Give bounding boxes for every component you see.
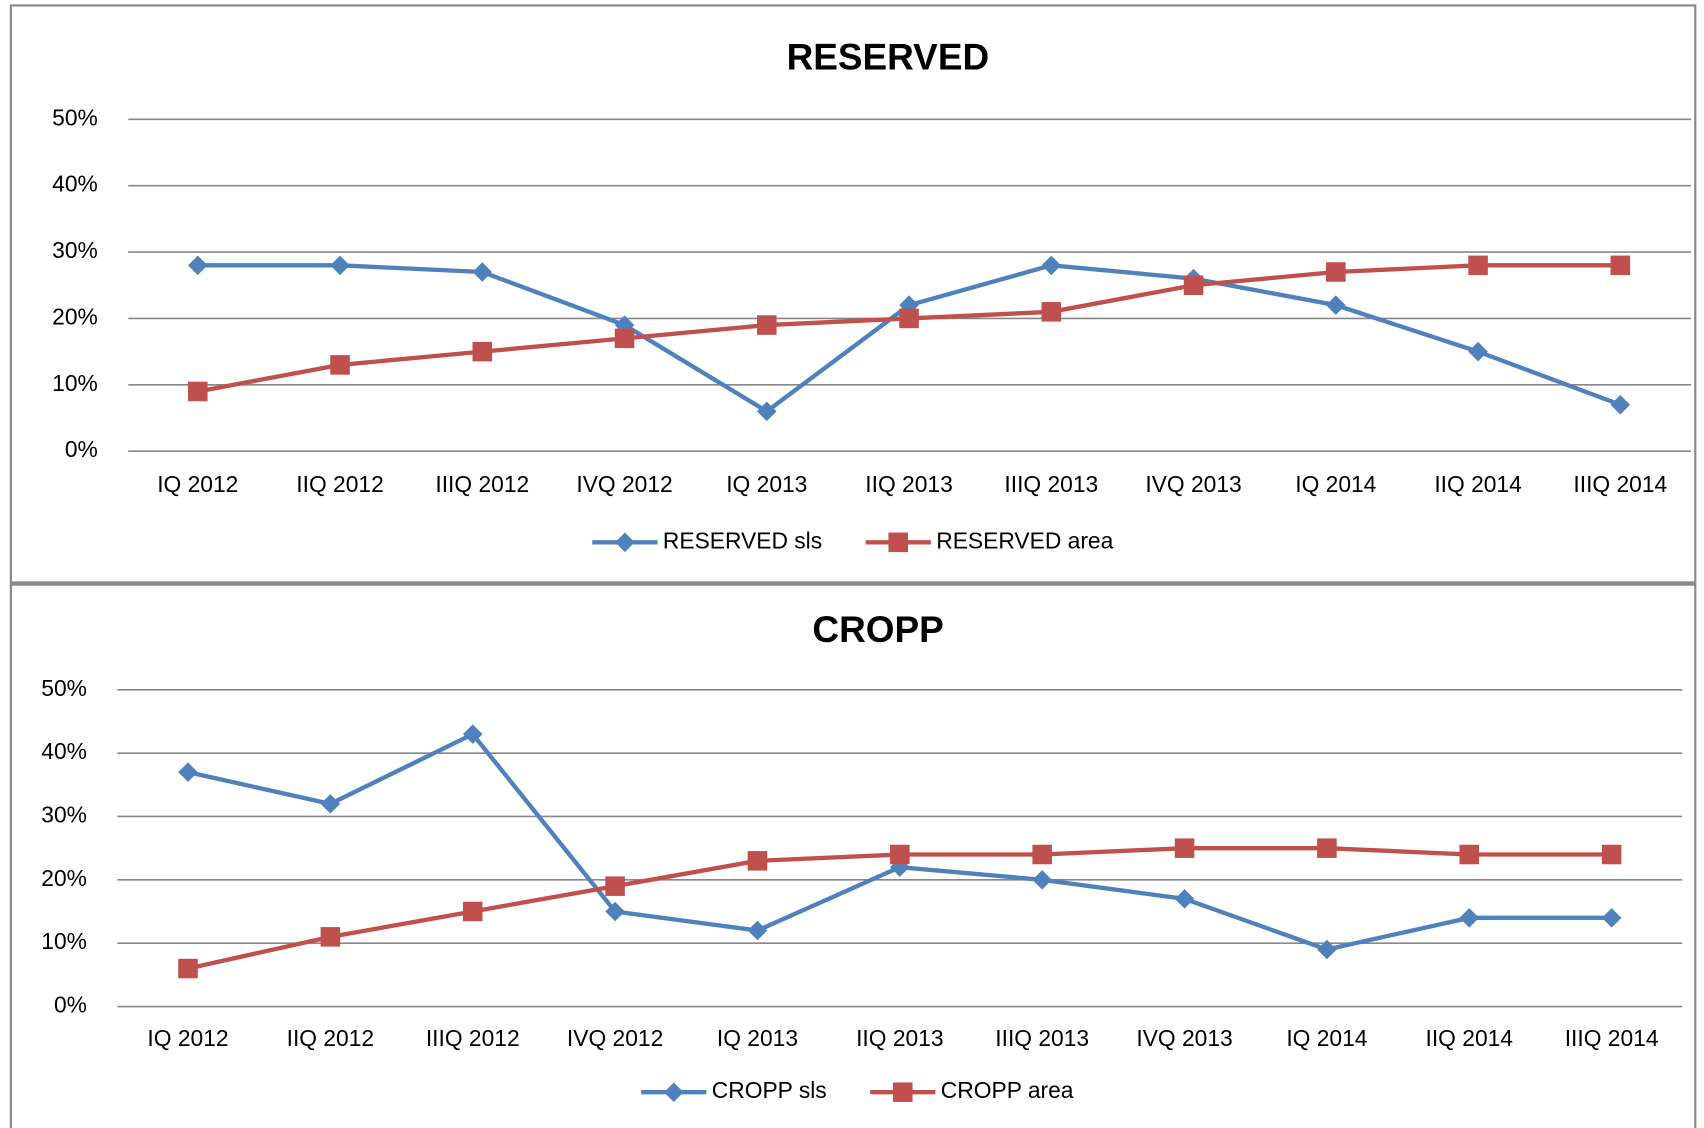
x-tick-label: IIIQ 2013 [1004,471,1098,497]
x-tick-label: IIQ 2012 [287,1025,374,1051]
marker [1468,341,1488,362]
marker [899,308,919,329]
marker [1174,838,1195,858]
legend-label: CROPP sls [712,1077,827,1103]
marker [472,262,493,282]
legend-marker [888,532,909,553]
y-tick-label: 30% [52,237,98,263]
legend-label: RESERVED area [936,527,1113,553]
marker [747,920,768,941]
y-tick-label: 10% [52,370,98,396]
legend-marker [892,1082,913,1102]
marker [1317,838,1337,858]
x-tick-label: IIQ 2013 [856,1025,943,1051]
y-tick-label: 10% [41,928,87,954]
marker [472,341,493,362]
x-tick-label: IQ 2014 [1286,1025,1367,1051]
y-tick-label: 30% [41,802,87,828]
x-tick-label: IQ 2012 [157,471,238,497]
x-tick-label: IIIQ 2012 [426,1025,520,1051]
x-tick-label: IIQ 2013 [865,471,952,497]
marker [330,355,350,375]
x-tick-label: IQ 2014 [1295,471,1376,497]
y-tick-label: 0% [65,436,98,462]
marker [1041,302,1062,322]
marker [1459,908,1480,928]
marker [1601,908,1622,928]
x-tick-label: IIQ 2014 [1434,471,1521,497]
marker [605,876,625,896]
legend-label: RESERVED sls [663,527,822,553]
y-tick-label: 40% [41,738,87,764]
marker [178,958,198,979]
x-tick-label: IIIQ 2013 [995,1025,1089,1051]
marker [1459,844,1480,865]
marker [890,844,910,865]
marker [330,255,350,276]
chart-frame [9,4,1697,584]
marker [188,381,208,402]
x-tick-label: IIIQ 2014 [1565,1025,1659,1051]
y-tick-label: 20% [52,303,98,329]
chart-title: CROPP [812,609,943,650]
x-tick-label: IVQ 2013 [1136,1025,1232,1051]
marker [462,901,483,922]
x-tick-label: IVQ 2012 [576,471,672,497]
marker [614,328,635,349]
marker [1601,844,1622,865]
marker [1610,394,1631,415]
marker [178,762,198,782]
x-tick-label: IIQ 2012 [296,471,383,497]
x-tick-label: IIIQ 2014 [1573,471,1667,497]
marker [1183,275,1204,296]
marker [757,401,777,422]
chart-title: RESERVED [787,36,990,77]
marker [747,851,768,871]
marker [320,927,341,947]
x-tick-label: IVQ 2013 [1145,471,1241,497]
y-tick-label: 50% [52,104,98,130]
marker [1174,889,1195,909]
x-tick-label: IIQ 2014 [1426,1025,1513,1051]
marker [1468,255,1488,276]
marker [1032,844,1052,865]
marker [188,255,208,276]
x-tick-label: IQ 2012 [147,1025,228,1051]
y-tick-label: 50% [41,675,87,701]
marker [1610,255,1631,276]
y-tick-label: 0% [54,992,87,1018]
y-tick-label: 20% [41,865,87,891]
x-tick-label: IQ 2013 [726,471,807,497]
marker [1326,262,1346,282]
legend-label: CROPP area [941,1077,1074,1103]
x-tick-label: IVQ 2012 [567,1025,663,1051]
x-tick-label: IIIQ 2012 [435,471,529,497]
y-tick-label: 40% [52,171,98,197]
marker [757,315,777,335]
x-tick-label: IQ 2013 [717,1025,798,1051]
